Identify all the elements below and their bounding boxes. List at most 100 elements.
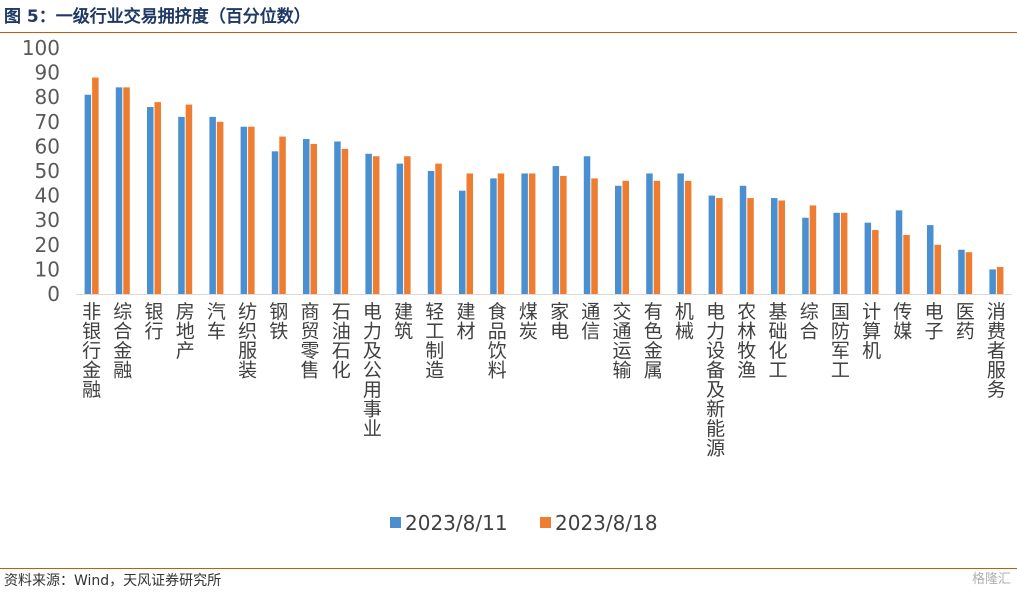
y-tick-label: 100 — [22, 36, 60, 60]
bar-series-1 — [583, 156, 591, 294]
x-category-label: 基础化工 — [768, 301, 787, 382]
bar-series-1 — [646, 173, 653, 294]
bar-series-1 — [84, 94, 92, 294]
bar-series-2 — [154, 102, 161, 295]
bar-series-2 — [934, 244, 941, 294]
x-category-label: 综合 — [800, 301, 819, 343]
x-category-label: 传媒 — [893, 301, 912, 343]
bar-series-2 — [92, 77, 99, 294]
bar-series-1 — [334, 141, 341, 294]
y-tick-label: 30 — [35, 208, 60, 232]
x-category-label: 纺织服装 — [238, 301, 257, 382]
x-category-label: 房地产 — [176, 301, 195, 362]
bar-series-1 — [427, 171, 435, 294]
y-tick-label: 90 — [35, 61, 60, 85]
bar-series-1 — [147, 107, 154, 294]
legend-swatch-2 — [540, 517, 551, 528]
bar-series-2 — [123, 87, 130, 294]
bar-series-2 — [560, 175, 567, 294]
bar-series-2 — [684, 180, 692, 294]
bar-series-1 — [552, 166, 560, 294]
y-tick-label: 60 — [35, 134, 60, 158]
bottom-divider — [0, 568, 1017, 569]
y-tick-label: 50 — [35, 159, 60, 183]
x-category-label: 非银行金融 — [82, 301, 101, 401]
x-category-label: 计算机 — [862, 301, 881, 362]
bar-series-1 — [459, 190, 466, 294]
bar-series-1 — [895, 210, 903, 294]
legend-label-1: 2023/8/11 — [405, 511, 508, 535]
bar-series-1 — [864, 222, 872, 294]
bar-series-1 — [771, 198, 778, 294]
bar-series-2 — [185, 104, 193, 294]
bar-series-2 — [435, 163, 442, 294]
bar-series-2 — [372, 156, 380, 294]
x-category-label: 汽车 — [207, 301, 226, 343]
bar-series-1 — [396, 163, 404, 294]
bar-series-1 — [115, 87, 123, 294]
bar-series-2 — [248, 126, 255, 294]
x-category-label: 家电 — [550, 301, 569, 343]
bar-series-1 — [490, 178, 497, 294]
bar-series-1 — [615, 185, 622, 294]
y-tick-label: 80 — [35, 85, 60, 109]
x-category-label: 商贸零售 — [300, 301, 319, 382]
x-category-label: 有色金属 — [644, 301, 663, 382]
bar-series-2 — [216, 121, 224, 294]
bar-series-2 — [591, 178, 598, 294]
bar-series-1 — [677, 173, 684, 294]
x-category-label: 建筑 — [394, 301, 413, 343]
bar-series-2 — [747, 198, 754, 294]
bar-series-2 — [528, 173, 536, 294]
y-tick-label: 20 — [35, 233, 60, 257]
bar-series-1 — [708, 195, 716, 294]
x-category-label: 石油石化 — [332, 301, 351, 382]
bar-series-1 — [989, 269, 996, 294]
bar-series-1 — [271, 151, 279, 294]
bar-series-2 — [903, 234, 910, 294]
bar-series-1 — [739, 185, 747, 294]
bar-series-2 — [996, 266, 1004, 294]
bar-series-2 — [872, 230, 879, 294]
bar-series-2 — [965, 252, 973, 294]
bar-series-1 — [802, 217, 809, 294]
bar-series-2 — [497, 173, 505, 294]
bar-series-2 — [840, 212, 848, 294]
x-category-label: 食品饮料 — [488, 301, 507, 382]
bar-series-2 — [622, 180, 629, 294]
x-category-label: 电子 — [924, 301, 943, 343]
bar-series-2 — [778, 200, 785, 294]
bar-series-1 — [365, 153, 372, 294]
page-title: 图 5：一级行业交易拥挤度（百分位数） — [4, 7, 311, 27]
x-category-label: 煤炭 — [519, 301, 538, 343]
x-axis: 非银行金融综合金融银行房地产汽车纺织服装钢铁商贸零售石油石化电力及公用事业建筑轻… — [76, 294, 1012, 460]
legend: 2023/8/11 2023/8/18 — [390, 511, 658, 535]
x-category-label: 综合金融 — [113, 301, 132, 382]
bar-series-2 — [341, 148, 349, 294]
x-category-label: 钢铁 — [269, 301, 288, 343]
bar-series-2 — [716, 198, 723, 294]
x-category-label: 机械 — [675, 301, 694, 343]
x-category-label: 轻工制造 — [425, 301, 444, 382]
top-divider — [0, 32, 1017, 33]
bar-series-1 — [303, 139, 310, 294]
y-tick-label: 70 — [35, 110, 60, 134]
x-category-label: 国防军工 — [831, 301, 850, 382]
source-note: 资料来源：Wind，天风证券研究所 — [4, 573, 222, 589]
bar-series-1 — [178, 116, 185, 294]
bar-series-1 — [240, 126, 248, 294]
y-tick-label: 10 — [35, 257, 60, 281]
x-category-label: 农林牧渔 — [737, 301, 756, 382]
x-category-label: 医药 — [956, 301, 975, 343]
bar-series-1 — [927, 225, 934, 294]
bar-series-2 — [404, 156, 411, 294]
bar-series-1 — [209, 116, 216, 294]
x-category-label: 消费者服务 — [987, 301, 1006, 401]
watermark-logo: 格隆汇 — [971, 572, 1011, 587]
bar-series-1 — [958, 249, 965, 294]
x-category-label: 交通运输 — [612, 301, 631, 382]
x-category-label: 建材 — [456, 301, 475, 343]
y-tick-label: 40 — [35, 184, 60, 208]
